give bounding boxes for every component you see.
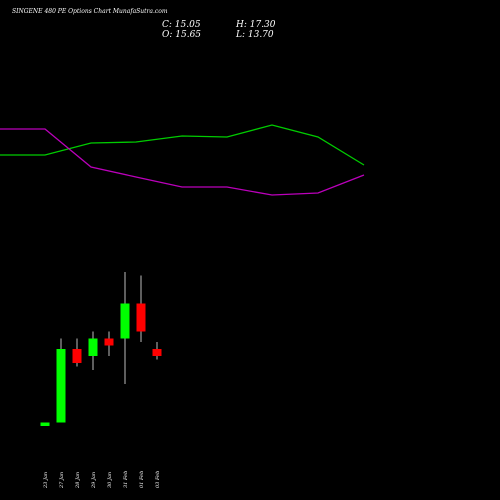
open-value: O: 15.65 bbox=[162, 30, 201, 40]
candle-body-up bbox=[88, 338, 98, 356]
x-tick-label: 28 Jan bbox=[75, 472, 81, 489]
candle-body-up bbox=[40, 422, 50, 426]
candlestick-panel bbox=[40, 272, 162, 426]
candle-body-up bbox=[120, 303, 130, 339]
x-tick-label: 29 Jan bbox=[91, 472, 97, 489]
x-axis-ticks: 23 Jan 27 Jan 28 Jan 29 Jan 30 Jan 31 Feb 01 F… bbox=[43, 471, 161, 489]
x-tick-label: 01 Feb bbox=[139, 471, 145, 488]
indicator-line-green bbox=[0, 124, 365, 166]
indicator-line-purple bbox=[0, 128, 365, 196]
low-value: L: 13.70 bbox=[235, 30, 274, 40]
chart-title: SINGENE 480 PE Options Chart MunafaSutra… bbox=[12, 8, 168, 15]
candle-body-down bbox=[152, 349, 162, 356]
close-value: C: 15.05 bbox=[162, 20, 201, 30]
x-tick-label: 23 Jan bbox=[43, 472, 49, 489]
candle-body-down bbox=[104, 338, 114, 346]
x-tick-label: 31 Feb bbox=[123, 471, 129, 488]
candle-body-up bbox=[56, 349, 66, 423]
candle-body-down bbox=[136, 303, 146, 332]
x-tick-label: 03 Feb bbox=[155, 471, 161, 488]
x-tick-label: 27 Jan bbox=[59, 472, 65, 489]
x-tick-label: 30 Jan bbox=[107, 472, 113, 488]
candle-body-down bbox=[72, 349, 82, 363]
indicator-lines-panel bbox=[0, 124, 365, 196]
high-value: H: 17.30 bbox=[235, 20, 276, 30]
